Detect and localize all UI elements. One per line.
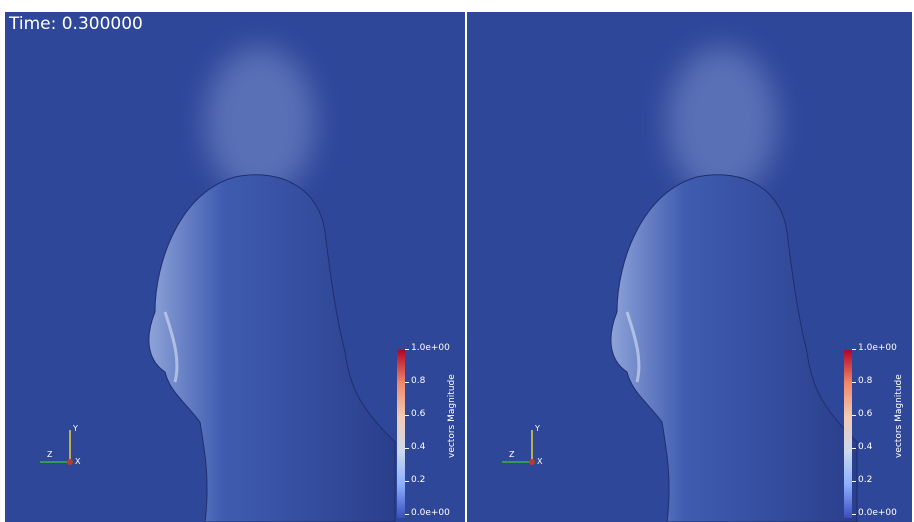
colorbar-tick-label: 0.8 <box>858 376 872 386</box>
colorbar-tick-label: 0.8 <box>411 376 425 386</box>
orientation-axes: Y Z X <box>497 422 547 472</box>
colorbar-tick-label: 0.0e+00 <box>411 508 450 518</box>
colorbar-tick-label: 0.4 <box>858 442 872 452</box>
time-annotation: Time: 0.300000 <box>9 14 143 34</box>
colorbar-title: vectors Magnitude <box>447 374 457 458</box>
axis-label: X <box>75 457 80 466</box>
axis-label: Z <box>509 450 514 459</box>
colorbar-tick-label: 0.2 <box>411 475 425 485</box>
colorbar-tick-label: 0.2 <box>858 475 872 485</box>
axis-label: X <box>537 457 542 466</box>
colorbar <box>397 350 405 518</box>
colorbar-tick-label: 0.4 <box>411 442 425 452</box>
axis-label: Y <box>535 424 540 433</box>
colorbar-tick-label: 1.0e+00 <box>858 343 897 353</box>
axis-label: Z <box>47 450 52 459</box>
app: 1.0e+00 0.8 0.6 0.4 0.2 0.0e+00 vectors Magnit… <box>0 0 914 522</box>
axis-label: Y <box>73 424 78 433</box>
orientation-axes: Y Z X <box>35 422 85 472</box>
colorbar-tick-label: 0.6 <box>858 409 872 419</box>
colorbar-tick-label: 1.0e+00 <box>411 343 450 353</box>
colorbar-title: vectors Magnitude <box>894 374 904 458</box>
colorbar-tick-label: 0.0e+00 <box>858 508 897 518</box>
render-view[interactable]: 1.0e+00 0.8 0.6 0.4 0.2 0.0e+00 vectors Magnit… <box>5 12 465 522</box>
colorbar-tick-label: 0.6 <box>411 409 425 419</box>
colorbar <box>844 350 852 518</box>
render-view[interactable]: 1.0e+00 0.8 0.6 0.4 0.2 0.0e+00 vectors Magnit… <box>467 12 912 522</box>
